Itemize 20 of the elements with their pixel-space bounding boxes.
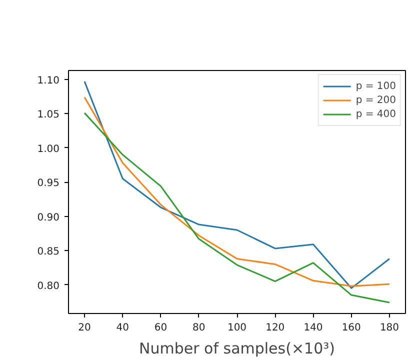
x-tick-label: 20 [78, 322, 91, 334]
x-tick-label: 140 [304, 322, 323, 334]
x-tick-label: 180 [380, 322, 400, 334]
y-tick-label: 0.80 [37, 280, 60, 292]
y-tick-label: 1.10 [37, 75, 60, 86]
x-tick-label: 160 [342, 322, 361, 334]
y-tick-label: 0.90 [37, 212, 60, 224]
y-tick-label: 1.05 [37, 110, 60, 121]
x-axis-title: Number of samples(×10³) [139, 340, 335, 358]
x-tick-label: 80 [192, 322, 206, 334]
legend-label: p = 200 [356, 94, 396, 107]
x-tick-label: 120 [266, 322, 285, 334]
x-tick-label: 100 [227, 322, 247, 334]
legend-label: p = 100 [356, 80, 396, 93]
y-tick-label: 0.85 [37, 246, 60, 258]
legend-label: p = 400 [356, 108, 396, 121]
y-tick-label: 0.95 [37, 178, 60, 190]
x-tick-label: 40 [116, 322, 130, 334]
y-tick-label: 1.00 [37, 144, 60, 155]
x-tick-label: 60 [154, 322, 168, 334]
